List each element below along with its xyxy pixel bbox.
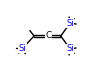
Text: Si: Si xyxy=(19,44,26,53)
Text: Si: Si xyxy=(66,19,74,28)
Text: Si: Si xyxy=(66,44,74,53)
Text: C: C xyxy=(45,32,52,40)
